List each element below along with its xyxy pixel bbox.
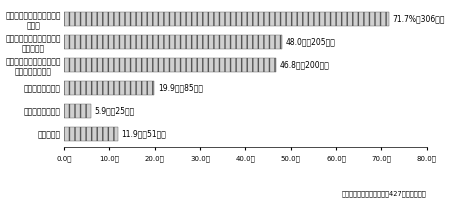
Bar [64,12,388,26]
Bar [64,58,276,72]
Bar [64,127,118,141]
Bar [64,81,154,95]
Text: 46.8％（200件）: 46.8％（200件） [279,60,329,69]
Text: 5.9％（25件）: 5.9％（25件） [94,106,134,115]
Text: （市町村障害計画策定済：427市区町村中）: （市町村障害計画策定済：427市区町村中） [341,190,426,197]
Bar [64,104,90,118]
Text: 11.9％（51件）: 11.9％（51件） [121,130,166,138]
Text: 19.9％（85件）: 19.9％（85件） [157,83,202,92]
Text: 71.7%（306件）: 71.7%（306件） [392,14,444,23]
Text: 48.0％（205件）: 48.0％（205件） [285,37,334,46]
Bar [64,35,281,49]
